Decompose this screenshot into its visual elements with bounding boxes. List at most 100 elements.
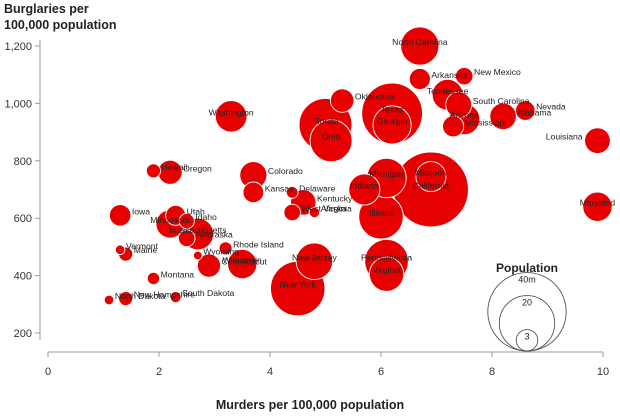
bubble-point bbox=[582, 191, 613, 222]
size-legend-title: Population bbox=[496, 261, 558, 275]
bubble-label: Washington bbox=[209, 107, 254, 117]
bubble-point bbox=[193, 250, 203, 261]
x-tick-label: 6 bbox=[378, 366, 384, 378]
bubble-label: Massachusetts bbox=[169, 225, 226, 235]
bubble-point bbox=[196, 253, 221, 278]
x-tick-label: 2 bbox=[156, 366, 162, 378]
bubble-label: Utah bbox=[187, 206, 205, 216]
bubble-label: Pennsylvania bbox=[361, 252, 412, 262]
bubble-label: New York bbox=[280, 280, 317, 290]
bubble-point bbox=[283, 203, 301, 222]
bubble-point bbox=[408, 67, 431, 91]
bubble-point bbox=[400, 26, 440, 66]
bubble-label: Alaska bbox=[321, 203, 347, 213]
y-tick-label: 1,000 bbox=[4, 98, 32, 110]
bubble-label: Wyoming bbox=[203, 247, 239, 257]
bubble-label: South Dakota bbox=[182, 288, 234, 298]
bubble-label: Minnesota bbox=[150, 215, 190, 225]
bubble-label: Illinois bbox=[369, 208, 393, 218]
bubble-label: Rhode Island bbox=[233, 239, 284, 249]
bubble-point bbox=[295, 242, 334, 280]
bubble-label: Nevada bbox=[536, 102, 566, 112]
bubble-label: Indiana bbox=[350, 181, 378, 191]
x-axis-title: Murders per 100,000 population bbox=[0, 398, 620, 412]
bubble-point bbox=[455, 66, 474, 86]
x-axis-title-text: Murders per 100,000 population bbox=[215, 398, 405, 412]
bubble-label: West Virginia bbox=[302, 203, 353, 213]
bubble-point bbox=[145, 163, 161, 179]
bubble-point bbox=[178, 213, 195, 230]
bubble-point bbox=[442, 115, 465, 138]
y-tick-label: 1,200 bbox=[4, 41, 32, 53]
y-tick-label: 600 bbox=[14, 213, 32, 225]
bubble-point bbox=[584, 127, 611, 155]
size-legend-label: 40m bbox=[518, 275, 536, 285]
y-tick-label: 800 bbox=[14, 156, 32, 168]
bubble-point bbox=[308, 206, 321, 219]
bubble-label: South Carolina bbox=[473, 96, 530, 106]
bubble-label: Kentucky bbox=[317, 193, 353, 203]
bubble-point bbox=[329, 88, 355, 113]
bubble-label: Colorado bbox=[268, 166, 303, 176]
bubble-label: Hawaii bbox=[162, 162, 188, 172]
bubble-label: California bbox=[413, 181, 450, 191]
bubble-label: North Dakota bbox=[115, 291, 166, 301]
bubble-label: Georgia bbox=[377, 116, 408, 126]
bubble-label: Idaho bbox=[195, 212, 217, 222]
bubble-point bbox=[415, 161, 447, 193]
bubble-point bbox=[372, 105, 412, 145]
y-tick-label: 400 bbox=[14, 271, 32, 283]
bubble-label: Maryland bbox=[580, 198, 616, 208]
bubble-label: Louisiana bbox=[546, 132, 583, 142]
bubble-point bbox=[348, 173, 381, 206]
bubble-point bbox=[169, 291, 182, 304]
bubble-label: Texas bbox=[381, 104, 403, 114]
bubble-label: New Mexico bbox=[474, 67, 521, 77]
bubble-point bbox=[177, 229, 196, 248]
bubble-label: Oregon bbox=[183, 163, 212, 173]
bubble-point bbox=[146, 271, 161, 286]
bubble-label: North Carolina bbox=[392, 37, 448, 47]
bubble-label: Michigan bbox=[369, 169, 404, 179]
bubble-label: Wisconsin bbox=[223, 255, 262, 265]
bubble-point bbox=[103, 294, 115, 306]
bubble-point bbox=[309, 119, 353, 163]
y-axis-title-line-2: 100,000 population bbox=[4, 18, 117, 32]
bubble-point bbox=[285, 186, 299, 199]
bubble-point bbox=[242, 181, 265, 204]
x-tick-label: 8 bbox=[489, 366, 495, 378]
bubble-label: Vermont bbox=[126, 241, 159, 251]
bubble-point bbox=[218, 241, 233, 256]
x-tick-label: 10 bbox=[597, 366, 609, 378]
bubble-label: Virginia bbox=[372, 265, 401, 275]
bubble-point bbox=[118, 291, 134, 307]
bubble-label: New Jersey bbox=[292, 252, 338, 262]
bubble-point bbox=[227, 248, 258, 280]
y-axis-title: Burglaries per 100,000 population bbox=[4, 1, 117, 33]
bubble-label: Arizona bbox=[450, 110, 479, 120]
bubble-label: Connecticut bbox=[222, 257, 268, 267]
bubble-label: Florida bbox=[312, 116, 338, 126]
bubble-label: Kansas bbox=[265, 183, 294, 193]
bubble-label: Arkansas bbox=[431, 70, 467, 80]
bubble-point bbox=[108, 204, 132, 227]
bubble-label: New Hampshire bbox=[134, 290, 195, 300]
bubble-point bbox=[489, 102, 517, 131]
bubble-point bbox=[368, 256, 405, 292]
x-tick-label: 0 bbox=[45, 366, 51, 378]
bubble-label: Maine bbox=[134, 245, 158, 255]
bubble-label: Delaware bbox=[299, 183, 336, 193]
bubble-label: Nebraska bbox=[196, 229, 233, 239]
y-axis-title-line-1: Burglaries per bbox=[4, 2, 89, 16]
bubble-label: Montana bbox=[161, 269, 195, 279]
x-tick-label: 4 bbox=[267, 366, 273, 378]
size-legend-circle bbox=[515, 329, 539, 352]
bubble-label: Oklahoma bbox=[355, 92, 394, 102]
y-tick-label: 200 bbox=[14, 328, 32, 340]
size-legend-label: 3 bbox=[524, 332, 529, 342]
bubble-label: Missouri bbox=[415, 168, 447, 178]
bubble-point bbox=[515, 100, 536, 121]
bubble-label: Ohio bbox=[322, 132, 340, 142]
bubble-label: Tennessee bbox=[427, 86, 469, 96]
